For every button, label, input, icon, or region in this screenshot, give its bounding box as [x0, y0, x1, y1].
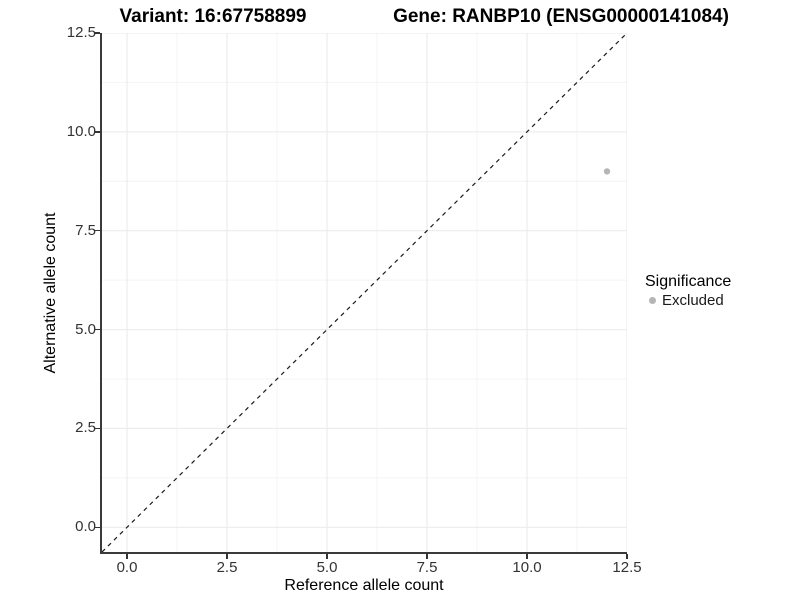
x-tick-label: 2.5 [216, 559, 238, 576]
x-tick-label: 0.0 [116, 559, 138, 576]
identity-line [102, 33, 627, 552]
legend-item-label: Excluded [662, 292, 724, 309]
x-tick-mark [526, 554, 528, 559]
x-tick-label: 5.0 [316, 559, 338, 576]
y-tick-mark [95, 131, 100, 133]
x-tick-label: 7.5 [416, 559, 438, 576]
y-tick-label: 10.0 [66, 122, 96, 140]
x-tick-label: 12.5 [612, 559, 642, 576]
x-tick-mark [126, 554, 128, 559]
y-tick-label: 2.5 [75, 419, 96, 437]
x-tick-label: 10.0 [512, 559, 542, 576]
y-tick-label: 5.0 [75, 320, 96, 338]
plot-panel [100, 33, 627, 554]
legend-title: Significance [645, 273, 732, 290]
data-point [603, 168, 611, 175]
y-axis-title: Alternative allele count [42, 212, 59, 374]
x-tick-mark [626, 554, 628, 559]
excluded-point-icon [649, 297, 656, 304]
plot-canvas [102, 33, 627, 552]
x-tick-mark [226, 554, 228, 559]
y-tick-mark [95, 229, 100, 232]
x-tick-mark [326, 554, 328, 559]
x-axis-title: Reference allele count [284, 577, 444, 594]
gene-title: Gene: RANBP10 (ENSG00000141084) [393, 6, 729, 27]
legend-item-excluded: Excluded [645, 292, 731, 309]
y-tick-label: 12.5 [66, 24, 96, 41]
y-tick-mark [95, 427, 100, 430]
y-tick-mark [95, 32, 100, 34]
y-tick-label: 0.0 [75, 518, 96, 536]
y-tick-label: 7.5 [75, 221, 96, 239]
x-tick-mark [426, 554, 428, 559]
variant-title: Variant: 16:67758899 [119, 6, 307, 27]
legend: Significance Excluded [645, 272, 731, 309]
y-tick-mark [95, 328, 100, 331]
y-tick-mark [95, 526, 100, 529]
